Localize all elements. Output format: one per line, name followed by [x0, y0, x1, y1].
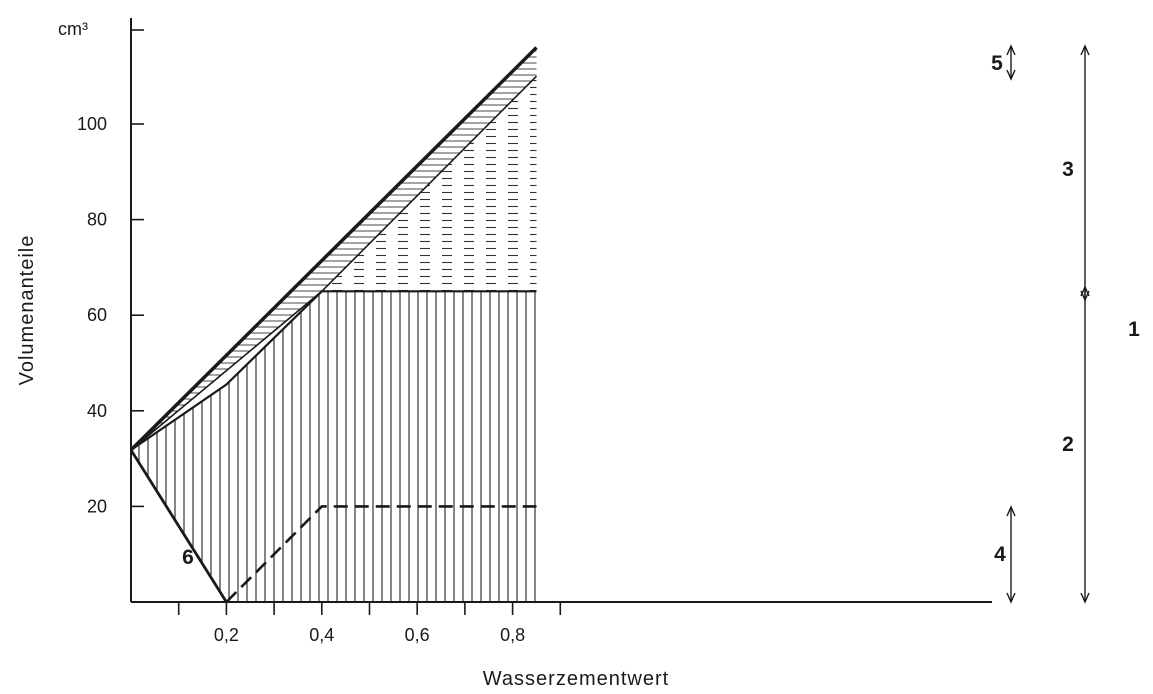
- x-axis-title: Wasserzementwert: [483, 668, 669, 690]
- dimension-arrow-4-head-top: [1006, 505, 1016, 517]
- cement-boundary-line: [129, 449, 228, 603]
- dimension-arrow-2-head-bottom: [1080, 592, 1090, 604]
- region-label-5: 5: [991, 52, 1003, 75]
- y-axis-title: Volumenanteile: [16, 235, 38, 386]
- dimension-arrow-2-head-top: [1080, 285, 1090, 297]
- lower-dashed-line: [225, 505, 537, 603]
- region-label-6: 6: [182, 546, 194, 569]
- dimension-arrow-5-head-top: [1006, 44, 1016, 56]
- chart-ticks: [131, 29, 562, 615]
- y-axis-unit: cm³: [58, 19, 88, 39]
- chart-tick-labels: 20 40 60 80 100 0,2 0,4 0,6 0,8: [77, 114, 525, 645]
- y-tick-label: 20: [87, 496, 107, 516]
- x-tick-label: 0,8: [500, 625, 525, 645]
- x-tick-label: 0,2: [214, 625, 239, 645]
- x-tick-label: 0,4: [309, 625, 334, 645]
- region-label-4: 4: [994, 543, 1006, 566]
- region-2-fill: [131, 291, 537, 602]
- dimension-arrow-5-head-bottom: [1006, 69, 1016, 81]
- chart-annotations: 5 3 1 2 4 6: [182, 44, 1140, 604]
- hydrated-top-line: [130, 290, 537, 451]
- y-tick-label: 60: [87, 305, 107, 325]
- region-label-3: 3: [1062, 158, 1074, 181]
- region-label-2: 2: [1062, 433, 1074, 456]
- y-tick-label: 40: [87, 401, 107, 421]
- total-volume-line: [129, 46, 538, 452]
- y-tick-label: 80: [87, 210, 107, 230]
- dimension-arrow-3-head-top: [1080, 44, 1090, 56]
- region-label-1: 1: [1128, 318, 1140, 341]
- chart-lines: [129, 46, 538, 603]
- x-tick-label: 0,6: [405, 625, 430, 645]
- dimension-arrow-4-head-bottom: [1006, 592, 1016, 604]
- chart-regions: [131, 47, 537, 602]
- y-tick-label: 100: [77, 114, 107, 134]
